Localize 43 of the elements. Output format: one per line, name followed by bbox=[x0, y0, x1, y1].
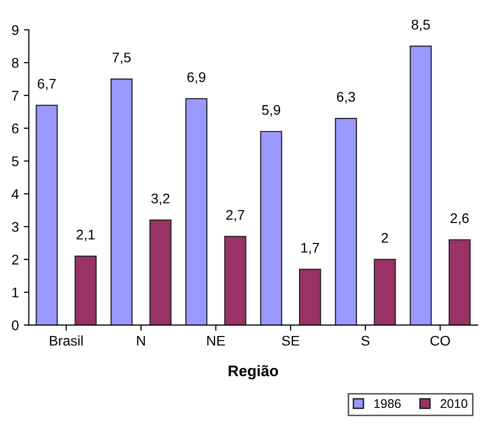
bar bbox=[149, 220, 172, 326]
x-tick-label: SE bbox=[282, 336, 300, 346]
bar bbox=[110, 78, 133, 326]
data-label: 8,5 bbox=[412, 20, 430, 32]
bar bbox=[374, 258, 396, 326]
data-label: 3,2 bbox=[151, 194, 170, 206]
y-tick-label: 8 bbox=[12, 58, 18, 68]
y-tick-label: 4 bbox=[12, 189, 19, 199]
y-tick-label: 5 bbox=[12, 156, 18, 166]
bar bbox=[74, 256, 97, 326]
legend-label: 1986 bbox=[374, 399, 401, 408]
bar bbox=[36, 104, 58, 326]
y-tick-label: 6 bbox=[12, 124, 18, 134]
y-tick-label: 2 bbox=[12, 254, 18, 264]
y-tick-label: 1 bbox=[12, 288, 18, 298]
bar bbox=[260, 130, 282, 326]
y-tick-label: 0 bbox=[12, 320, 19, 330]
y-tick-label: 3 bbox=[12, 222, 18, 232]
data-label: 2 bbox=[382, 232, 388, 243]
legend-label: 2010 bbox=[440, 399, 468, 408]
data-label: 2,1 bbox=[76, 230, 95, 242]
data-label: 6,3 bbox=[337, 92, 355, 104]
y-tick-label: 9 bbox=[12, 25, 18, 35]
x-tick-label: S bbox=[361, 336, 370, 346]
data-label: 6,9 bbox=[187, 72, 206, 84]
data-label: 6,7 bbox=[38, 78, 56, 90]
bar bbox=[224, 236, 246, 326]
bar bbox=[334, 118, 357, 326]
data-label: 5,9 bbox=[262, 105, 280, 117]
x-tick-label: N bbox=[137, 336, 145, 346]
data-label: 1,7 bbox=[301, 242, 320, 254]
x-tick-label: Brasil bbox=[50, 335, 83, 346]
data-label: 7,5 bbox=[112, 52, 131, 64]
bar bbox=[448, 239, 471, 326]
x-tick-label: NE bbox=[207, 336, 225, 346]
bar bbox=[299, 268, 322, 326]
x-tick-label: CO bbox=[430, 336, 450, 346]
data-label: 2,6 bbox=[450, 213, 469, 225]
bar bbox=[410, 46, 432, 326]
y-tick-label: 7 bbox=[12, 90, 18, 100]
x-axis-title: Região bbox=[228, 365, 278, 380]
bar bbox=[185, 98, 208, 326]
data-label: 2,7 bbox=[226, 210, 244, 222]
